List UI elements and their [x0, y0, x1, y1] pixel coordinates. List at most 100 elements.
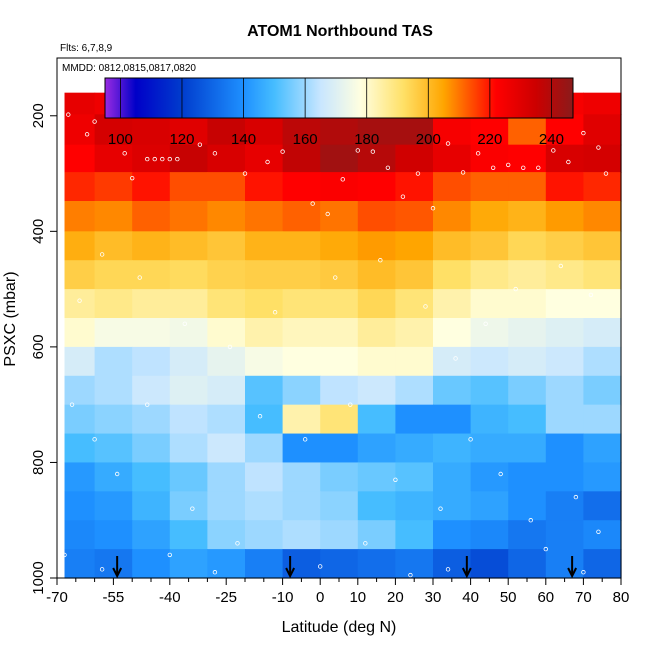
heatmap-cell: [132, 144, 171, 173]
heatmap-cell: [282, 201, 321, 232]
scatter-point: [378, 258, 383, 263]
heatmap-cell: [169, 346, 208, 377]
heatmap-cell: [545, 231, 584, 261]
y-tick-label: 800: [30, 450, 47, 475]
heatmap-cell: [545, 201, 584, 232]
heatmap-cell: [545, 144, 584, 173]
heatmap-cell: [94, 260, 133, 290]
heatmap-cell: [94, 433, 133, 464]
heatmap-cell: [583, 404, 622, 435]
heatmap-cell: [94, 318, 133, 348]
heatmap-cell: [320, 201, 359, 232]
x-tick-label: -70: [46, 589, 68, 606]
scatter-point: [129, 175, 135, 181]
heatmap-cell: [395, 318, 434, 348]
heatmap-cell: [64, 114, 96, 146]
heatmap-cell: [583, 289, 622, 319]
x-tick-label: 70: [575, 589, 592, 606]
scatter-point: [212, 570, 218, 575]
scatter-point: [99, 252, 105, 257]
scatter-point: [603, 171, 609, 176]
heatmap-cell: [545, 462, 584, 492]
heatmap-cell: [282, 144, 321, 173]
scatter-point: [566, 159, 571, 165]
heatmap-cell: [245, 231, 284, 261]
scatter-point: [370, 149, 376, 154]
heatmap-cell: [545, 260, 584, 290]
heatmap-cell: [433, 520, 472, 550]
x-tick-label: 10: [349, 589, 366, 606]
heatmap-cell: [433, 144, 472, 173]
heatmap-cell: [169, 375, 208, 406]
heatmap-cell: [282, 114, 321, 146]
heatmap-cell: [282, 172, 321, 202]
heatmap-cell: [169, 549, 208, 579]
x-tick-label: 60: [537, 589, 554, 606]
heatmap-cell: [583, 491, 622, 521]
heatmap-cell: [357, 462, 396, 492]
heatmap-cell: [207, 375, 246, 406]
scatter-point: [62, 552, 67, 558]
marker-arrow-head: [461, 567, 472, 579]
x-tick-label: -10: [272, 589, 294, 606]
heatmap-cell: [470, 520, 509, 550]
heatmap-cell: [64, 318, 96, 348]
heatmap-cell: [207, 114, 246, 146]
heatmap-cell: [433, 346, 472, 377]
heatmap-cell: [320, 462, 359, 492]
scatter-point: [581, 130, 586, 136]
heatmap-cell: [470, 549, 509, 579]
scatter-point: [92, 119, 97, 124]
scatter-point: [348, 402, 353, 407]
heatmap-cell: [245, 172, 284, 202]
x-tick-label: 20: [387, 589, 404, 606]
heatmap-cell: [64, 375, 96, 406]
heatmap-cell: [132, 549, 171, 579]
heatmap-cell: [545, 114, 584, 146]
heatmap-cell: [470, 375, 509, 406]
heatmap-cell: [320, 114, 359, 146]
heatmap-cell: [508, 346, 547, 377]
heatmap-cell: [508, 404, 547, 435]
scatter-point: [393, 477, 398, 482]
scatter-point: [400, 194, 406, 199]
heatmap-cell: [207, 462, 246, 492]
scatter-point: [227, 344, 233, 350]
heatmap-cell: [395, 201, 434, 232]
x-tick-label: 30: [425, 589, 442, 606]
heatmap-cell: [357, 491, 396, 521]
heatmap-cell: [583, 433, 622, 464]
heatmap-cell: [94, 114, 133, 146]
heatmap-cell: [433, 201, 472, 232]
heatmap-cell: [470, 231, 509, 261]
heatmap-cell: [583, 260, 622, 290]
heatmap-cell: [320, 231, 359, 261]
scatter-point: [415, 171, 421, 176]
x-tick-label: 0: [316, 589, 324, 606]
heatmap-cell: [132, 260, 171, 290]
x-tick-label: -40: [159, 589, 181, 606]
scatter-point: [175, 156, 180, 162]
heatmap-cell: [94, 144, 133, 173]
scatter-point: [460, 170, 466, 175]
heatmap-cell: [545, 491, 584, 521]
heatmap-cell: [395, 260, 434, 290]
heatmap-cell: [282, 491, 321, 521]
heatmap-cell: [94, 462, 133, 492]
heatmap-cell: [245, 462, 284, 492]
heatmap-cell: [357, 318, 396, 348]
scatter-point: [536, 165, 541, 170]
scatter-point: [558, 263, 564, 269]
heatmap-cell: [207, 491, 246, 521]
heatmap-cell: [94, 172, 133, 202]
axes: -70 -55 -40 -25 -10 0 10 20 30 40 50 60 70 80 200 400 60…: [30, 57, 629, 606]
heatmap-cell: [433, 260, 472, 290]
scatter-point: [212, 151, 218, 156]
heatmap-cell: [545, 289, 584, 319]
colorbar: 100 120 140 160 180 200 220 240: [104, 77, 574, 148]
heatmap-cell: [132, 520, 171, 550]
heatmap-cell: [357, 549, 396, 579]
scatter-point: [190, 506, 195, 511]
scatter-point: [318, 564, 323, 569]
